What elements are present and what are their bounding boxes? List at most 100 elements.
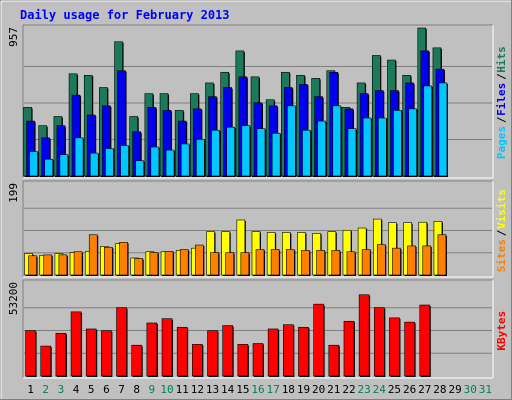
bar-kbytes [222, 325, 233, 377]
y-max-label: 957 [7, 27, 20, 47]
bar-sites [149, 252, 159, 276]
x-tick-label: 20 [312, 383, 325, 396]
bar-sites [28, 255, 37, 276]
bar-pages [226, 126, 235, 177]
x-tick-label: 5 [88, 383, 95, 396]
bar-pages [241, 125, 251, 177]
bar-pages [44, 158, 54, 177]
bar-kbytes [161, 318, 173, 377]
bar-sites [164, 250, 174, 276]
x-tick-label: 18 [282, 383, 295, 396]
series-label-hits: Hits [495, 46, 508, 73]
bar-sites [255, 249, 265, 276]
x-tick-label: 28 [433, 383, 446, 396]
bar-pages [59, 154, 69, 177]
series-label-separator: / [495, 73, 508, 80]
bar-kbytes [283, 324, 294, 377]
bar-kbytes [55, 332, 67, 377]
bar-kbytes [252, 343, 264, 377]
x-tick-label: 8 [133, 383, 140, 396]
x-tick-label: 4 [73, 383, 80, 396]
x-tick-label: 29 [448, 383, 461, 396]
x-tick-label: 16 [251, 383, 264, 396]
bar-kbytes [101, 330, 112, 377]
x-tick-label: 3 [58, 383, 65, 396]
series-label-kbytes: KBytes [495, 311, 508, 351]
bar-sites [119, 242, 128, 276]
y-max-label: 199 [7, 183, 20, 203]
x-tick-label: 15 [236, 383, 249, 396]
x-tick-label: 6 [103, 383, 110, 396]
bar-kbytes [373, 307, 385, 377]
chart-title: Daily usage for February 2013 [20, 8, 230, 22]
y-max-label: 53200 [7, 282, 20, 315]
bar-pages [287, 105, 296, 177]
bar-sites [88, 234, 98, 276]
x-tick-label: 30 [464, 383, 477, 396]
bar-pages [256, 128, 266, 177]
x-tick-label: 25 [388, 383, 401, 396]
bar-kbytes [389, 317, 400, 377]
bar-sites [422, 245, 432, 276]
bar-sites [73, 251, 83, 276]
bar-sites [195, 244, 204, 276]
bar-pages [408, 108, 417, 177]
x-tick-label: 2 [42, 383, 49, 396]
bar-sites [43, 254, 53, 276]
bar-sites [270, 249, 280, 276]
x-tick-label: 24 [373, 383, 387, 396]
bar-kbytes [192, 344, 203, 377]
bar-pages [317, 120, 326, 177]
bar-kbytes [116, 307, 127, 377]
bar-kbytes [237, 344, 249, 377]
bar-pages [120, 145, 129, 177]
bar-sites [58, 254, 68, 276]
bar-sites [210, 252, 219, 276]
bar-pages [377, 117, 387, 177]
bar-sites [346, 251, 356, 276]
bar-kbytes [267, 328, 279, 377]
x-tick-label: 14 [221, 383, 235, 396]
bar-kbytes [70, 311, 82, 377]
bar-pages [89, 152, 99, 177]
bar-sites [104, 246, 113, 276]
bar-pages [105, 148, 114, 177]
x-tick-label: 26 [403, 383, 416, 396]
bar-pages [362, 117, 372, 177]
x-tick-label: 21 [327, 383, 340, 396]
bar-sites [179, 249, 189, 276]
bar-pages [393, 110, 402, 177]
panel-2: 199 Sites /Visits [7, 180, 508, 278]
series-label-separator: / [495, 229, 508, 236]
series-label-visits: Visits [495, 189, 508, 229]
bar-kbytes [40, 345, 52, 377]
bar-pages [347, 128, 357, 177]
x-tick-label: 1 [27, 383, 34, 396]
x-tick-label: 27 [418, 383, 431, 396]
bar-pages [211, 129, 220, 177]
bar-sites [407, 245, 416, 276]
bar-kbytes [85, 328, 97, 377]
series-label-separator: / [495, 116, 508, 123]
bar-sites [361, 249, 371, 276]
x-tick-label: 9 [149, 383, 156, 396]
panel-3: 53200 KBytes [7, 279, 508, 379]
bar-kbytes [343, 320, 355, 377]
series-label-files: Files [495, 83, 508, 116]
bar-kbytes [313, 303, 324, 377]
x-tick-label: 10 [160, 383, 173, 396]
x-tick-label: 22 [342, 383, 355, 396]
bar-sites [134, 258, 144, 276]
bar-pages [271, 132, 281, 177]
bar-sites [437, 234, 447, 276]
bar-pages [74, 137, 84, 177]
bar-kbytes [419, 304, 431, 377]
bar-pages [165, 149, 175, 177]
x-tick-label: 12 [191, 383, 204, 396]
x-tick-label: 7 [118, 383, 125, 396]
bar-sites [240, 252, 250, 276]
x-tick-label: 13 [206, 383, 219, 396]
